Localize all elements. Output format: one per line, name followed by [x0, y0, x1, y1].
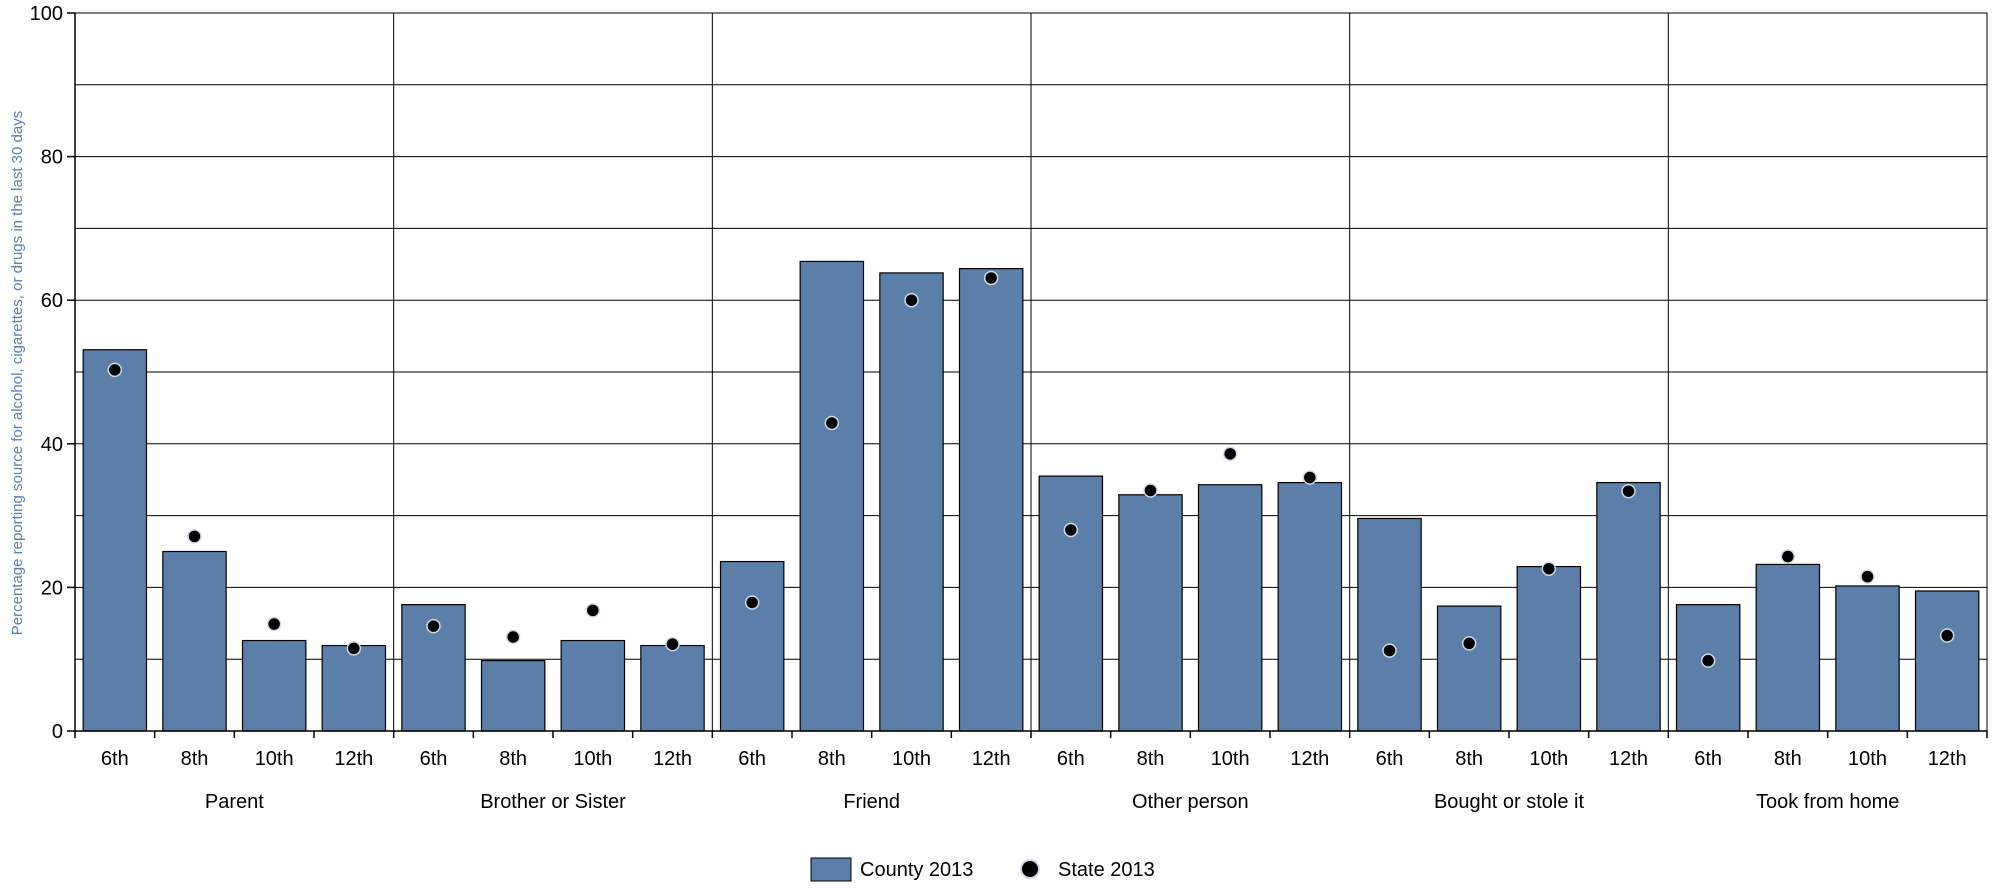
- group-label: Parent: [205, 791, 264, 813]
- y-tick-label: 80: [41, 147, 63, 169]
- legend-label-state: State 2013: [1058, 859, 1155, 881]
- group-label: Friend: [843, 791, 900, 813]
- y-tick-label: 40: [41, 434, 63, 456]
- legend-swatch-county: [810, 857, 852, 882]
- y-axis-label: Percentage reporting source for alcohol,…: [9, 111, 26, 635]
- x-tick-label: 12th: [972, 748, 1011, 770]
- bar-county-8[interactable]: [719, 560, 785, 732]
- point-state-23[interactable]: [1939, 628, 1955, 643]
- point-state-4[interactable]: [426, 618, 441, 634]
- group-label: Brother or Sister: [480, 791, 626, 813]
- bars-layer: [82, 260, 1980, 732]
- point-state-22[interactable]: [1860, 569, 1875, 584]
- point-state-0[interactable]: [107, 362, 123, 378]
- x-tick-label: 10th: [892, 748, 931, 770]
- bar-county-0[interactable]: [82, 349, 148, 732]
- bar-county-12[interactable]: [1038, 475, 1104, 732]
- point-state-12[interactable]: [1063, 522, 1079, 538]
- point-state-19[interactable]: [1621, 483, 1636, 499]
- bar-county-19[interactable]: [1596, 481, 1661, 732]
- bar-county-3[interactable]: [321, 644, 387, 732]
- x-tick-label: 6th: [738, 748, 766, 770]
- bar-county-15[interactable]: [1277, 481, 1343, 732]
- point-state-6[interactable]: [585, 603, 601, 618]
- legend: County 2013 State 2013: [810, 857, 1155, 882]
- grid-layer: [74, 12, 1988, 732]
- point-state-16[interactable]: [1382, 643, 1397, 658]
- group-label: Other person: [1132, 791, 1249, 813]
- y-tick-label: 0: [52, 721, 63, 743]
- point-state-1[interactable]: [187, 529, 202, 544]
- bar-county-11[interactable]: [958, 268, 1024, 732]
- point-state-14[interactable]: [1222, 446, 1238, 462]
- x-tick-label: 10th: [255, 748, 294, 770]
- bar-county-2[interactable]: [241, 639, 307, 732]
- x-tick-label: 6th: [1694, 748, 1722, 770]
- point-state-9[interactable]: [824, 415, 840, 431]
- x-tick-label: 10th: [573, 748, 612, 770]
- point-state-3[interactable]: [346, 641, 362, 656]
- point-state-21[interactable]: [1780, 549, 1796, 564]
- point-state-17[interactable]: [1461, 636, 1477, 651]
- point-state-20[interactable]: [1700, 653, 1716, 668]
- point-state-5[interactable]: [505, 629, 521, 645]
- x-tick-label: 8th: [499, 748, 527, 770]
- x-tick-label: 8th: [1137, 748, 1165, 770]
- x-tick-label: 6th: [420, 748, 448, 770]
- group-label: Took from home: [1756, 791, 1899, 813]
- legend-marker-state: [1020, 859, 1040, 879]
- bar-county-21[interactable]: [1755, 563, 1821, 732]
- bar-county-16[interactable]: [1357, 517, 1422, 732]
- x-tick-label: 8th: [1455, 748, 1483, 770]
- bar-county-23[interactable]: [1914, 590, 1980, 732]
- bar-county-17[interactable]: [1436, 605, 1502, 732]
- point-state-11[interactable]: [983, 270, 999, 286]
- x-tick-label: 8th: [181, 748, 209, 770]
- x-tick-label: 10th: [1848, 748, 1887, 770]
- bar-county-6[interactable]: [560, 639, 626, 732]
- x-tick-label: 8th: [1774, 748, 1802, 770]
- group-label: Bought or stole it: [1434, 791, 1585, 813]
- x-tick-label: 8th: [818, 748, 846, 770]
- x-tick-label: 12th: [1928, 748, 1967, 770]
- x-tick-label: 6th: [1057, 748, 1085, 770]
- point-state-7[interactable]: [665, 636, 680, 652]
- bar-county-18[interactable]: [1516, 565, 1582, 732]
- point-state-8[interactable]: [744, 595, 760, 610]
- x-tick-label: 12th: [653, 748, 692, 770]
- point-state-15[interactable]: [1302, 470, 1318, 485]
- bar-county-9[interactable]: [799, 260, 865, 732]
- y-tick-label: 100: [30, 3, 63, 25]
- x-tick-label: 12th: [334, 748, 373, 770]
- point-state-2[interactable]: [266, 616, 282, 632]
- bar-county-22[interactable]: [1835, 585, 1900, 732]
- point-state-18[interactable]: [1541, 561, 1557, 576]
- point-state-13[interactable]: [1143, 483, 1158, 498]
- bar-county-5[interactable]: [480, 660, 546, 732]
- bar-county-1[interactable]: [162, 550, 227, 732]
- bar-county-7[interactable]: [640, 644, 705, 732]
- y-tick-label: 60: [41, 290, 63, 312]
- x-tick-label: 12th: [1609, 748, 1648, 770]
- bar-county-13[interactable]: [1118, 494, 1183, 732]
- bar-county-14[interactable]: [1197, 484, 1263, 732]
- x-tick-label: 6th: [101, 748, 129, 770]
- axis-layer: 0 20 40 60 80 100 6th 8th 10th 12th 6th 8th 10th 12th…: [30, 3, 1988, 813]
- x-tick-label: 10th: [1211, 748, 1250, 770]
- x-tick-label: 12th: [1290, 748, 1329, 770]
- legend-label-county: County 2013: [860, 859, 973, 881]
- points-layer: [107, 270, 1955, 668]
- bar-county-10[interactable]: [879, 272, 944, 732]
- x-tick-label: 10th: [1529, 748, 1568, 770]
- x-tick-label: 6th: [1376, 748, 1404, 770]
- point-state-10[interactable]: [904, 292, 919, 308]
- y-tick-label: 20: [41, 577, 63, 599]
